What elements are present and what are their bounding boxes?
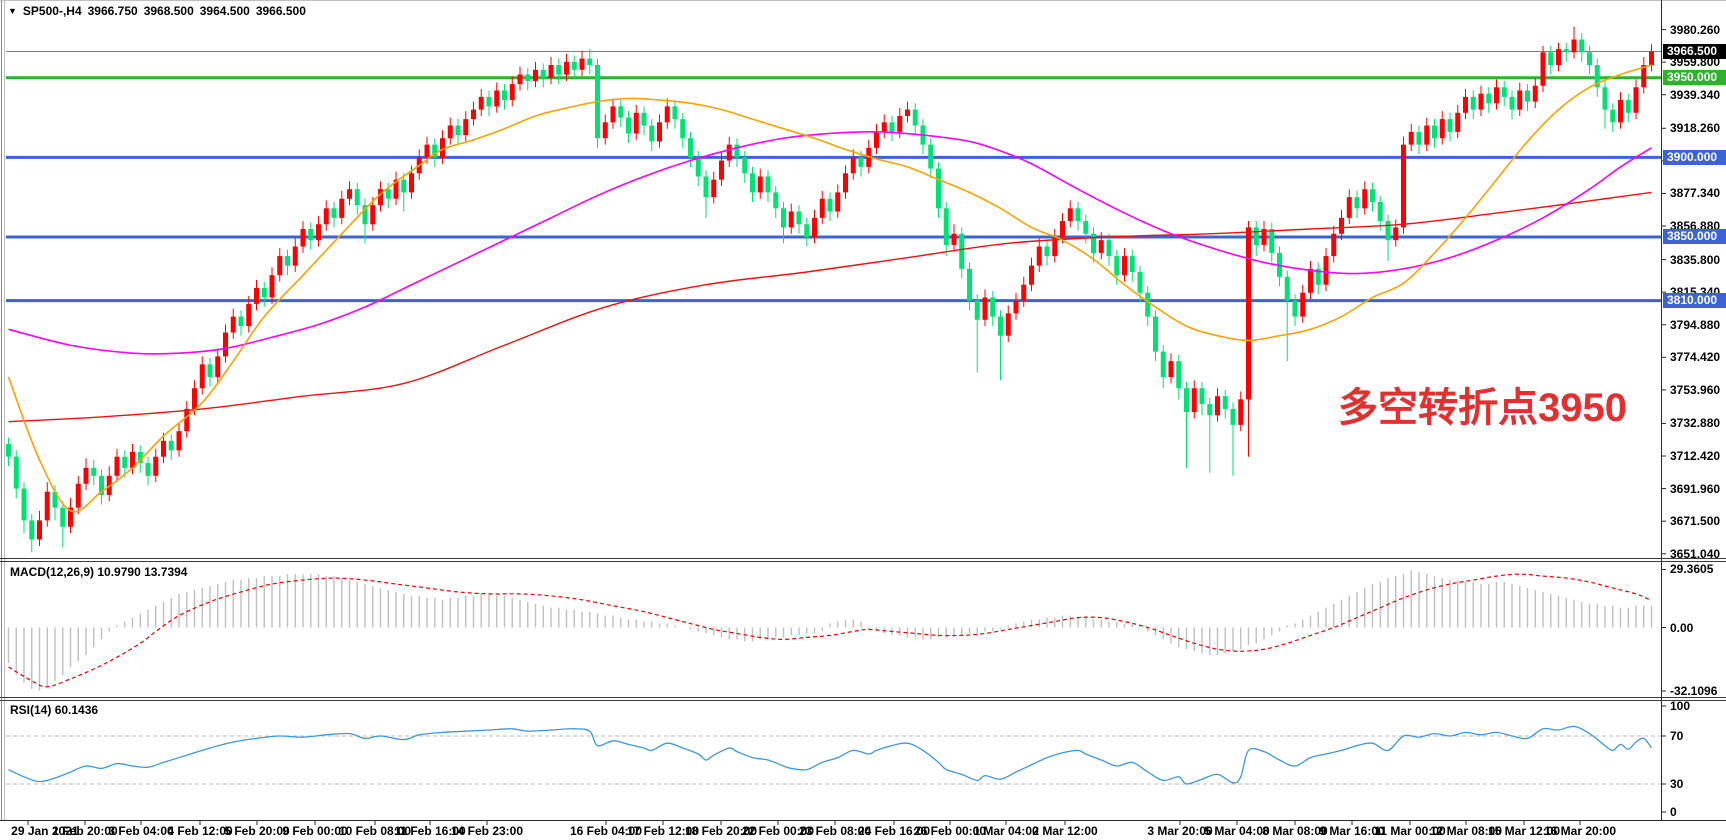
ohlc-low: 3964.500 — [199, 4, 250, 18]
level-price-tag: 3810.000 — [1663, 293, 1726, 309]
time-axis-label: 1 Mar 04:00 — [973, 824, 1039, 838]
time-axis-label: 10 Feb 08:00 — [338, 824, 412, 838]
price-axis-label: 3671.500 — [1670, 514, 1721, 529]
macd-axis-label: -32.1096 — [1670, 683, 1718, 698]
rsi-axis-label: 70 — [1670, 729, 1684, 743]
annotation-text: 多空转折点3950 — [1338, 386, 1627, 430]
time-axis-label: 11 Mar 00:00 — [1374, 824, 1446, 838]
price-axis-label: 3918.260 — [1670, 121, 1721, 136]
macd-indicator-label: MACD(12,26,9) 10.9790 13.7394 — [10, 565, 187, 579]
macd-name: MACD(12,26,9) — [10, 565, 95, 579]
price-axis-label: 3877.340 — [1670, 186, 1721, 201]
rsi-panel[interactable] — [6, 725, 1661, 785]
time-axis-label: 9 Feb 00:00 — [282, 824, 348, 838]
level-price-tag: 3900.000 — [1663, 149, 1726, 165]
rsi-indicator-label: RSI(14) 60.1436 — [10, 703, 98, 717]
macd-axis-label: 0.00 — [1670, 620, 1694, 635]
symbol-period: SP500-,H4 — [22, 4, 82, 18]
time-axis-label: 4 Feb 12:00 — [167, 824, 233, 838]
rsi-name: RSI(14) — [10, 703, 52, 717]
price-axis-label: 3712.420 — [1670, 449, 1721, 464]
time-axis-label: 11 Feb 16:00 — [394, 824, 466, 838]
price-axis-label: 3939.340 — [1670, 87, 1721, 102]
horizontal-level-lines — [6, 50, 1661, 303]
time-axis-label: 3 Mar 20:00 — [1147, 824, 1213, 838]
level-price-tag: 3950.000 — [1663, 70, 1726, 86]
time-axis-label: 1 Feb 20:00 — [52, 824, 118, 838]
price-axis-label: 3835.800 — [1670, 252, 1721, 267]
rsi-axis-label: 0 — [1670, 805, 1677, 819]
time-axis-label: 17 Feb 12:00 — [626, 824, 700, 838]
time-axis-label: 8 Mar 08:00 — [1262, 824, 1328, 838]
price-axis-label: 3651.040 — [1670, 546, 1721, 561]
time-axis-label: 24 Feb 16:00 — [857, 824, 931, 838]
price-axis-label: 3774.420 — [1670, 350, 1721, 365]
window-borders — [0, 0, 1726, 821]
ohlc-open: 3966.750 — [87, 4, 138, 18]
rsi-axis-label: 100 — [1670, 699, 1691, 713]
ohlc-high: 3968.500 — [143, 4, 194, 18]
collapse-triangle-icon[interactable]: ▼ — [8, 6, 17, 16]
macd-axis-label: 29.3605 — [1670, 562, 1714, 577]
price-axis-label: 3732.880 — [1670, 416, 1721, 431]
price-axis-label: 3794.880 — [1670, 317, 1721, 332]
time-axis-label: 5 Mar 04:00 — [1204, 824, 1270, 838]
time-axis-label: 5 Feb 20:00 — [224, 824, 290, 838]
time-axis-label: 9 Mar 16:00 — [1319, 824, 1385, 838]
ma-mid-magenta-line — [8, 131, 1652, 355]
time-axis-label: 23 Feb 08:00 — [798, 824, 872, 838]
price-axis-label: 3753.960 — [1670, 382, 1721, 397]
symbol-header: ▼ SP500-,H4 3966.750 3968.500 3964.500 3… — [8, 4, 306, 18]
price-axis-label: 3980.260 — [1670, 22, 1721, 37]
time-axis-label: 16 Mar 20:00 — [1543, 824, 1617, 838]
time-axis-label: 16 Feb 04:00 — [569, 824, 643, 838]
candlesticks[interactable] — [6, 26, 1654, 553]
time-axis-label: 18 Feb 20:00 — [684, 824, 758, 838]
time-axis-label: 26 Feb 00:00 — [913, 824, 987, 838]
time-axis-label: 2 Mar 12:00 — [1032, 824, 1098, 838]
price-axis-label: 3691.960 — [1670, 481, 1721, 496]
rsi-axis-label: 30 — [1670, 777, 1684, 791]
current-price-tag: 3966.500 — [1663, 43, 1726, 59]
level-price-tag: 3850.000 — [1663, 229, 1726, 245]
time-axis-label: 15 Mar 12:00 — [1487, 824, 1561, 838]
macd-values: 10.9790 13.7394 — [97, 565, 188, 579]
macd-signal-line — [8, 573, 1652, 688]
time-axis-label: 12 Mar 08:00 — [1429, 824, 1503, 838]
rsi-value: 60.1436 — [54, 703, 99, 717]
time-axis-label: 22 Feb 00:00 — [741, 824, 815, 838]
ohlc-close: 3966.500 — [255, 4, 306, 18]
ma-fast-orange-line — [7, 64, 1652, 513]
rsi-line — [8, 725, 1653, 785]
time-axis-label: 3 Feb 04:00 — [108, 824, 174, 838]
time-axis-label: 29 Jan 2021 — [11, 824, 79, 838]
axis-ticks — [27, 29, 1666, 825]
macd-panel[interactable] — [7, 570, 1653, 691]
ma-slow-red-line — [8, 191, 1652, 423]
time-axis-label: 14 Feb 23:00 — [450, 824, 524, 838]
